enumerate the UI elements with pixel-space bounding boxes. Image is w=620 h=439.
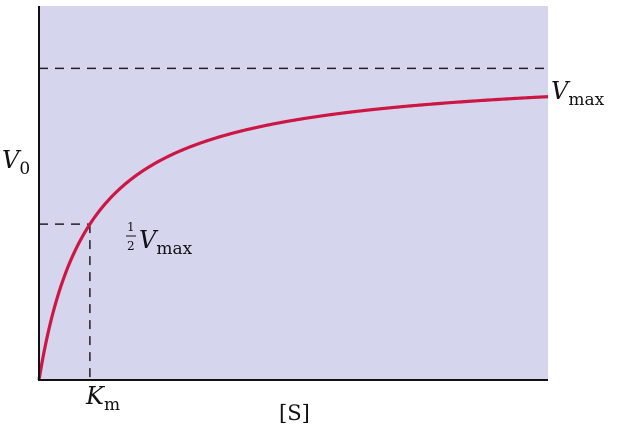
series-curve <box>37 95 549 381</box>
y-axis-label: V0 <box>2 146 30 179</box>
half-vmax-denominator: 2 <box>127 239 135 253</box>
x-axis-label: [S] <box>279 401 310 425</box>
half-vmax-label: Vmax <box>139 226 193 259</box>
half-vmax-numerator: 1 <box>127 220 135 234</box>
km-label: Km <box>85 382 120 415</box>
vmax-label: Vmax <box>551 77 605 110</box>
